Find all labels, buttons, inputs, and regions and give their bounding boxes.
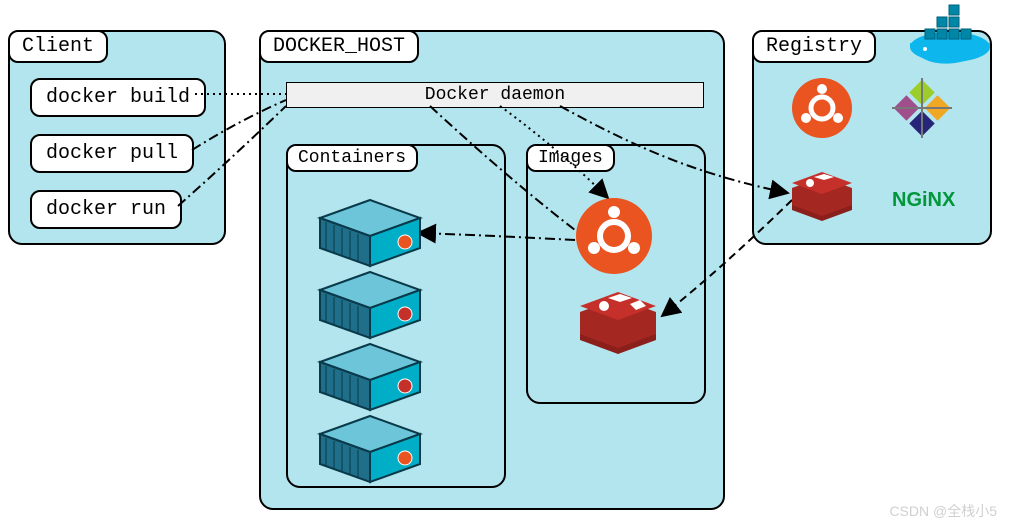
client-title: Client	[8, 30, 108, 63]
containers-panel: Containers	[286, 144, 506, 488]
docker-host-title: DOCKER_HOST	[259, 30, 419, 63]
registry-panel: Registry	[752, 30, 992, 245]
watermark: CSDN @全栈小5	[889, 501, 997, 521]
cmd-docker-pull: docker pull	[30, 134, 194, 173]
cmd-docker-run: docker run	[30, 190, 182, 229]
images-panel: Images	[526, 144, 706, 404]
cmd-docker-build: docker build	[30, 78, 206, 117]
images-title: Images	[526, 144, 615, 172]
registry-title: Registry	[752, 30, 876, 63]
docker-daemon: Docker daemon	[286, 82, 704, 108]
containers-title: Containers	[286, 144, 418, 172]
